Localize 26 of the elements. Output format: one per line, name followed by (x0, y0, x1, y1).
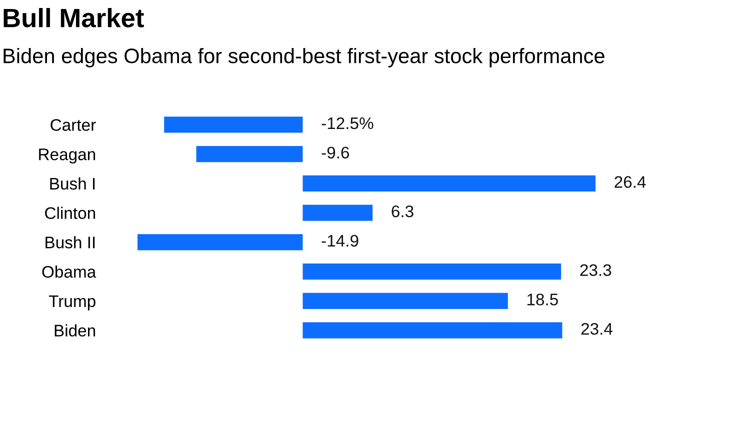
bar (196, 146, 303, 162)
bar (302, 322, 562, 338)
bar (302, 292, 508, 310)
data-label: 18.5 (527, 294, 558, 306)
data-label: 26.4 (614, 176, 646, 188)
bar (302, 175, 596, 192)
y-tick-label: Obama (42, 266, 96, 278)
chart-subtitle: Biden edges Obama for second-best first-year stock performance (4, 48, 604, 68)
y-tick-label: Bush II (46, 236, 95, 248)
data-label: -14.9 (322, 234, 358, 247)
y-tick-label: Biden (54, 324, 96, 337)
y-tick-label: Trump (48, 296, 96, 310)
data-label: -12.5% (322, 117, 374, 130)
bar (302, 204, 373, 221)
y-tick-label: Carter (50, 119, 96, 131)
chart-title: Bull Market (4, 8, 144, 28)
y-tick-label: Clinton (45, 206, 96, 220)
bar (302, 263, 562, 280)
data-label: 6.3 (392, 205, 414, 218)
bar (164, 116, 303, 133)
y-tick-label: Reagan (39, 148, 96, 164)
y-tick-label: Bush I (50, 177, 95, 190)
data-label: -9.6 (322, 146, 350, 159)
data-label: 23.4 (581, 322, 612, 335)
data-label: 23.3 (580, 264, 612, 276)
bar (137, 234, 303, 250)
